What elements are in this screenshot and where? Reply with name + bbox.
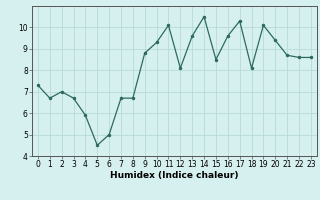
X-axis label: Humidex (Indice chaleur): Humidex (Indice chaleur) <box>110 171 239 180</box>
